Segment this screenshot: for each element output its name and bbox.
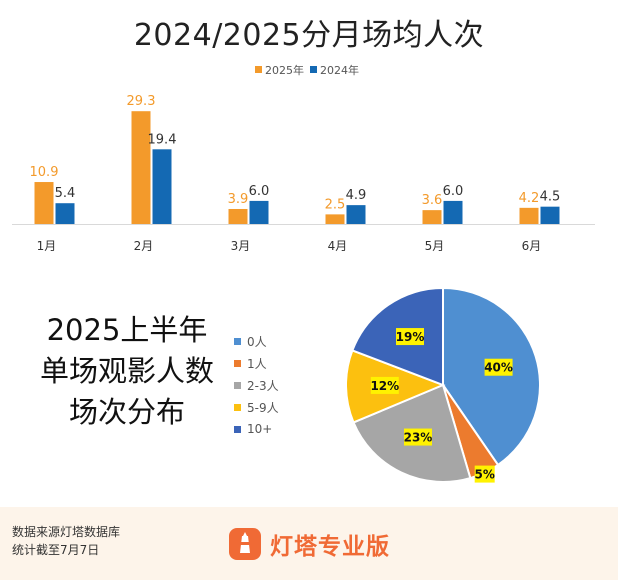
legend-label: 2024年 [320, 63, 359, 77]
data-label-2024: 6.0 [443, 184, 464, 199]
legend-label: 1人 [247, 356, 267, 371]
pie-label-bg [370, 376, 399, 394]
data-label-2025: 4.2 [519, 191, 540, 206]
pie-label-bg [474, 465, 495, 483]
legend-label: 0人 [247, 334, 267, 349]
footer: 数据来源灯塔数据库 统计截至7月7日 灯塔专业版 [0, 507, 618, 580]
bar-2025 [131, 111, 151, 224]
lighthouse-logo-icon [229, 528, 261, 560]
pie-label-bg [484, 358, 513, 376]
x-tick-label: 5月 [425, 239, 445, 253]
bar-2024 [540, 206, 560, 224]
bar-2025 [325, 214, 345, 224]
pie-chart-title: 2025上半年 单场观影人数 场次分布 [22, 310, 232, 433]
pie-data-label-group: 23% [403, 428, 433, 446]
pie-data-label: 5% [475, 468, 495, 482]
pie-slice [352, 383, 472, 483]
pie-title-line: 单场观影人数 [39, 354, 214, 388]
brand-name: 灯塔专业版 [270, 534, 390, 560]
data-label-2025: 29.3 [127, 94, 156, 109]
pie-label-bg [395, 328, 424, 346]
brand: 灯塔专业版 [229, 527, 390, 561]
legend-swatch [234, 359, 241, 367]
legend-swatch [234, 425, 241, 433]
data-source: 数据来源灯塔数据库 [12, 525, 121, 539]
legend-swatch [310, 66, 317, 73]
pie-title-line: 场次分布 [68, 395, 185, 429]
pie-data-label-group: 19% [395, 328, 425, 346]
data-label-2024: 19.4 [148, 132, 177, 147]
bar-chart-title: 2024/2025分月场均人次 [133, 18, 485, 53]
pie-data-label-group: 5% [474, 465, 495, 483]
data-label-2025: 3.9 [228, 192, 249, 207]
legend-swatch [255, 66, 262, 73]
pie-data-label: 12% [370, 379, 399, 393]
bar-2024 [55, 203, 75, 224]
pie-data-label: 40% [484, 361, 513, 375]
bar-2025 [519, 207, 539, 224]
pie-slice [442, 384, 500, 480]
data-label-2025: 2.5 [325, 197, 346, 212]
bar-2024 [443, 200, 463, 224]
data-label-2025: 3.6 [422, 193, 443, 208]
pie-data-label-group: 12% [370, 376, 399, 394]
legend-swatch [234, 381, 241, 389]
pie-legend-item: 10+ [234, 421, 272, 437]
data-cutoff-date: 统计截至7月7日 [12, 543, 100, 557]
bar-2025 [228, 208, 248, 224]
bar-2025 [34, 182, 54, 224]
legend-label: 2025年 [265, 63, 304, 77]
data-label-2024: 4.5 [540, 190, 561, 205]
pie-data-label: 19% [396, 330, 425, 344]
bar-2025 [422, 210, 442, 224]
data-label-2024: 6.0 [249, 184, 270, 199]
x-tick-label: 1月 [37, 239, 57, 253]
bar-2024 [152, 149, 172, 224]
pie-legend-item: 0人 [234, 333, 267, 349]
x-tick-label: 2月 [134, 239, 154, 253]
pie-data-label-group: 40% [484, 358, 513, 376]
legend-swatch [234, 337, 241, 345]
data-label-2025: 10.9 [30, 165, 59, 180]
bar-2024 [249, 200, 269, 224]
pie-title-line: 2025上半年 [46, 313, 208, 347]
data-label-2024: 4.9 [346, 188, 367, 203]
legend-label: 2-3人 [247, 378, 279, 393]
pie-legend-item: 2-3人 [234, 377, 279, 393]
pie-slice [345, 349, 446, 424]
bar-2024 [346, 205, 366, 224]
bar-chart: 2025年 2024年10.95.41月29.319.42月3.96.03月2.5… [12, 63, 595, 253]
pie-label-bg [403, 428, 432, 446]
pie-data-label: 23% [404, 431, 433, 445]
pie-slice [351, 286, 444, 387]
x-tick-label: 4月 [328, 239, 348, 253]
pie-legend-item: 1人 [234, 355, 267, 371]
x-tick-label: 3月 [231, 239, 251, 253]
legend-label: 10+ [247, 422, 273, 436]
legend-label: 5-9人 [247, 400, 279, 415]
pie-slice [442, 286, 541, 467]
pie-legend-item: 5-9人 [234, 399, 279, 415]
data-label-2024: 5.4 [55, 186, 76, 201]
legend-swatch [234, 403, 241, 411]
x-tick-label: 6月 [522, 239, 542, 253]
